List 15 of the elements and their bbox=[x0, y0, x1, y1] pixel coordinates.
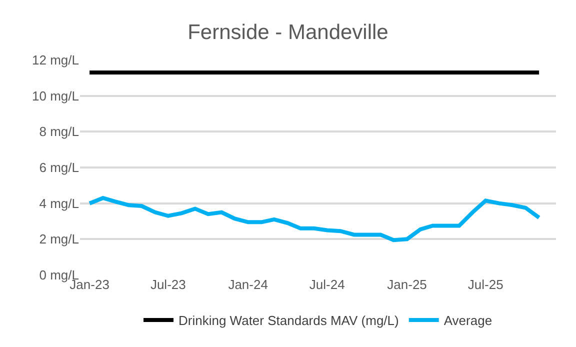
y-tick-label: 2 mg/L bbox=[39, 232, 79, 247]
y-tick-label: 6 mg/L bbox=[39, 160, 79, 176]
legend-label: Drinking Water Standards MAV (mg/L) bbox=[178, 313, 399, 328]
x-tick-label: Jul-25 bbox=[468, 277, 504, 292]
line-series bbox=[88, 196, 542, 242]
y-tick-label: 10 mg/L bbox=[32, 88, 79, 104]
x-tick-label: Jan-24 bbox=[228, 277, 268, 292]
legend-label: Average bbox=[444, 313, 492, 328]
x-tick-label: Jan-25 bbox=[387, 277, 427, 292]
y-tick-label: 12 mg/L bbox=[32, 52, 79, 68]
x-tick-label: Jul-23 bbox=[150, 277, 186, 292]
y-tick-label: 4 mg/L bbox=[39, 196, 79, 211]
chart-title: Fernside - Mandeville bbox=[188, 20, 388, 44]
y-tick-label: 8 mg/L bbox=[39, 124, 79, 140]
x-tick-label: Jul-24 bbox=[309, 277, 345, 292]
